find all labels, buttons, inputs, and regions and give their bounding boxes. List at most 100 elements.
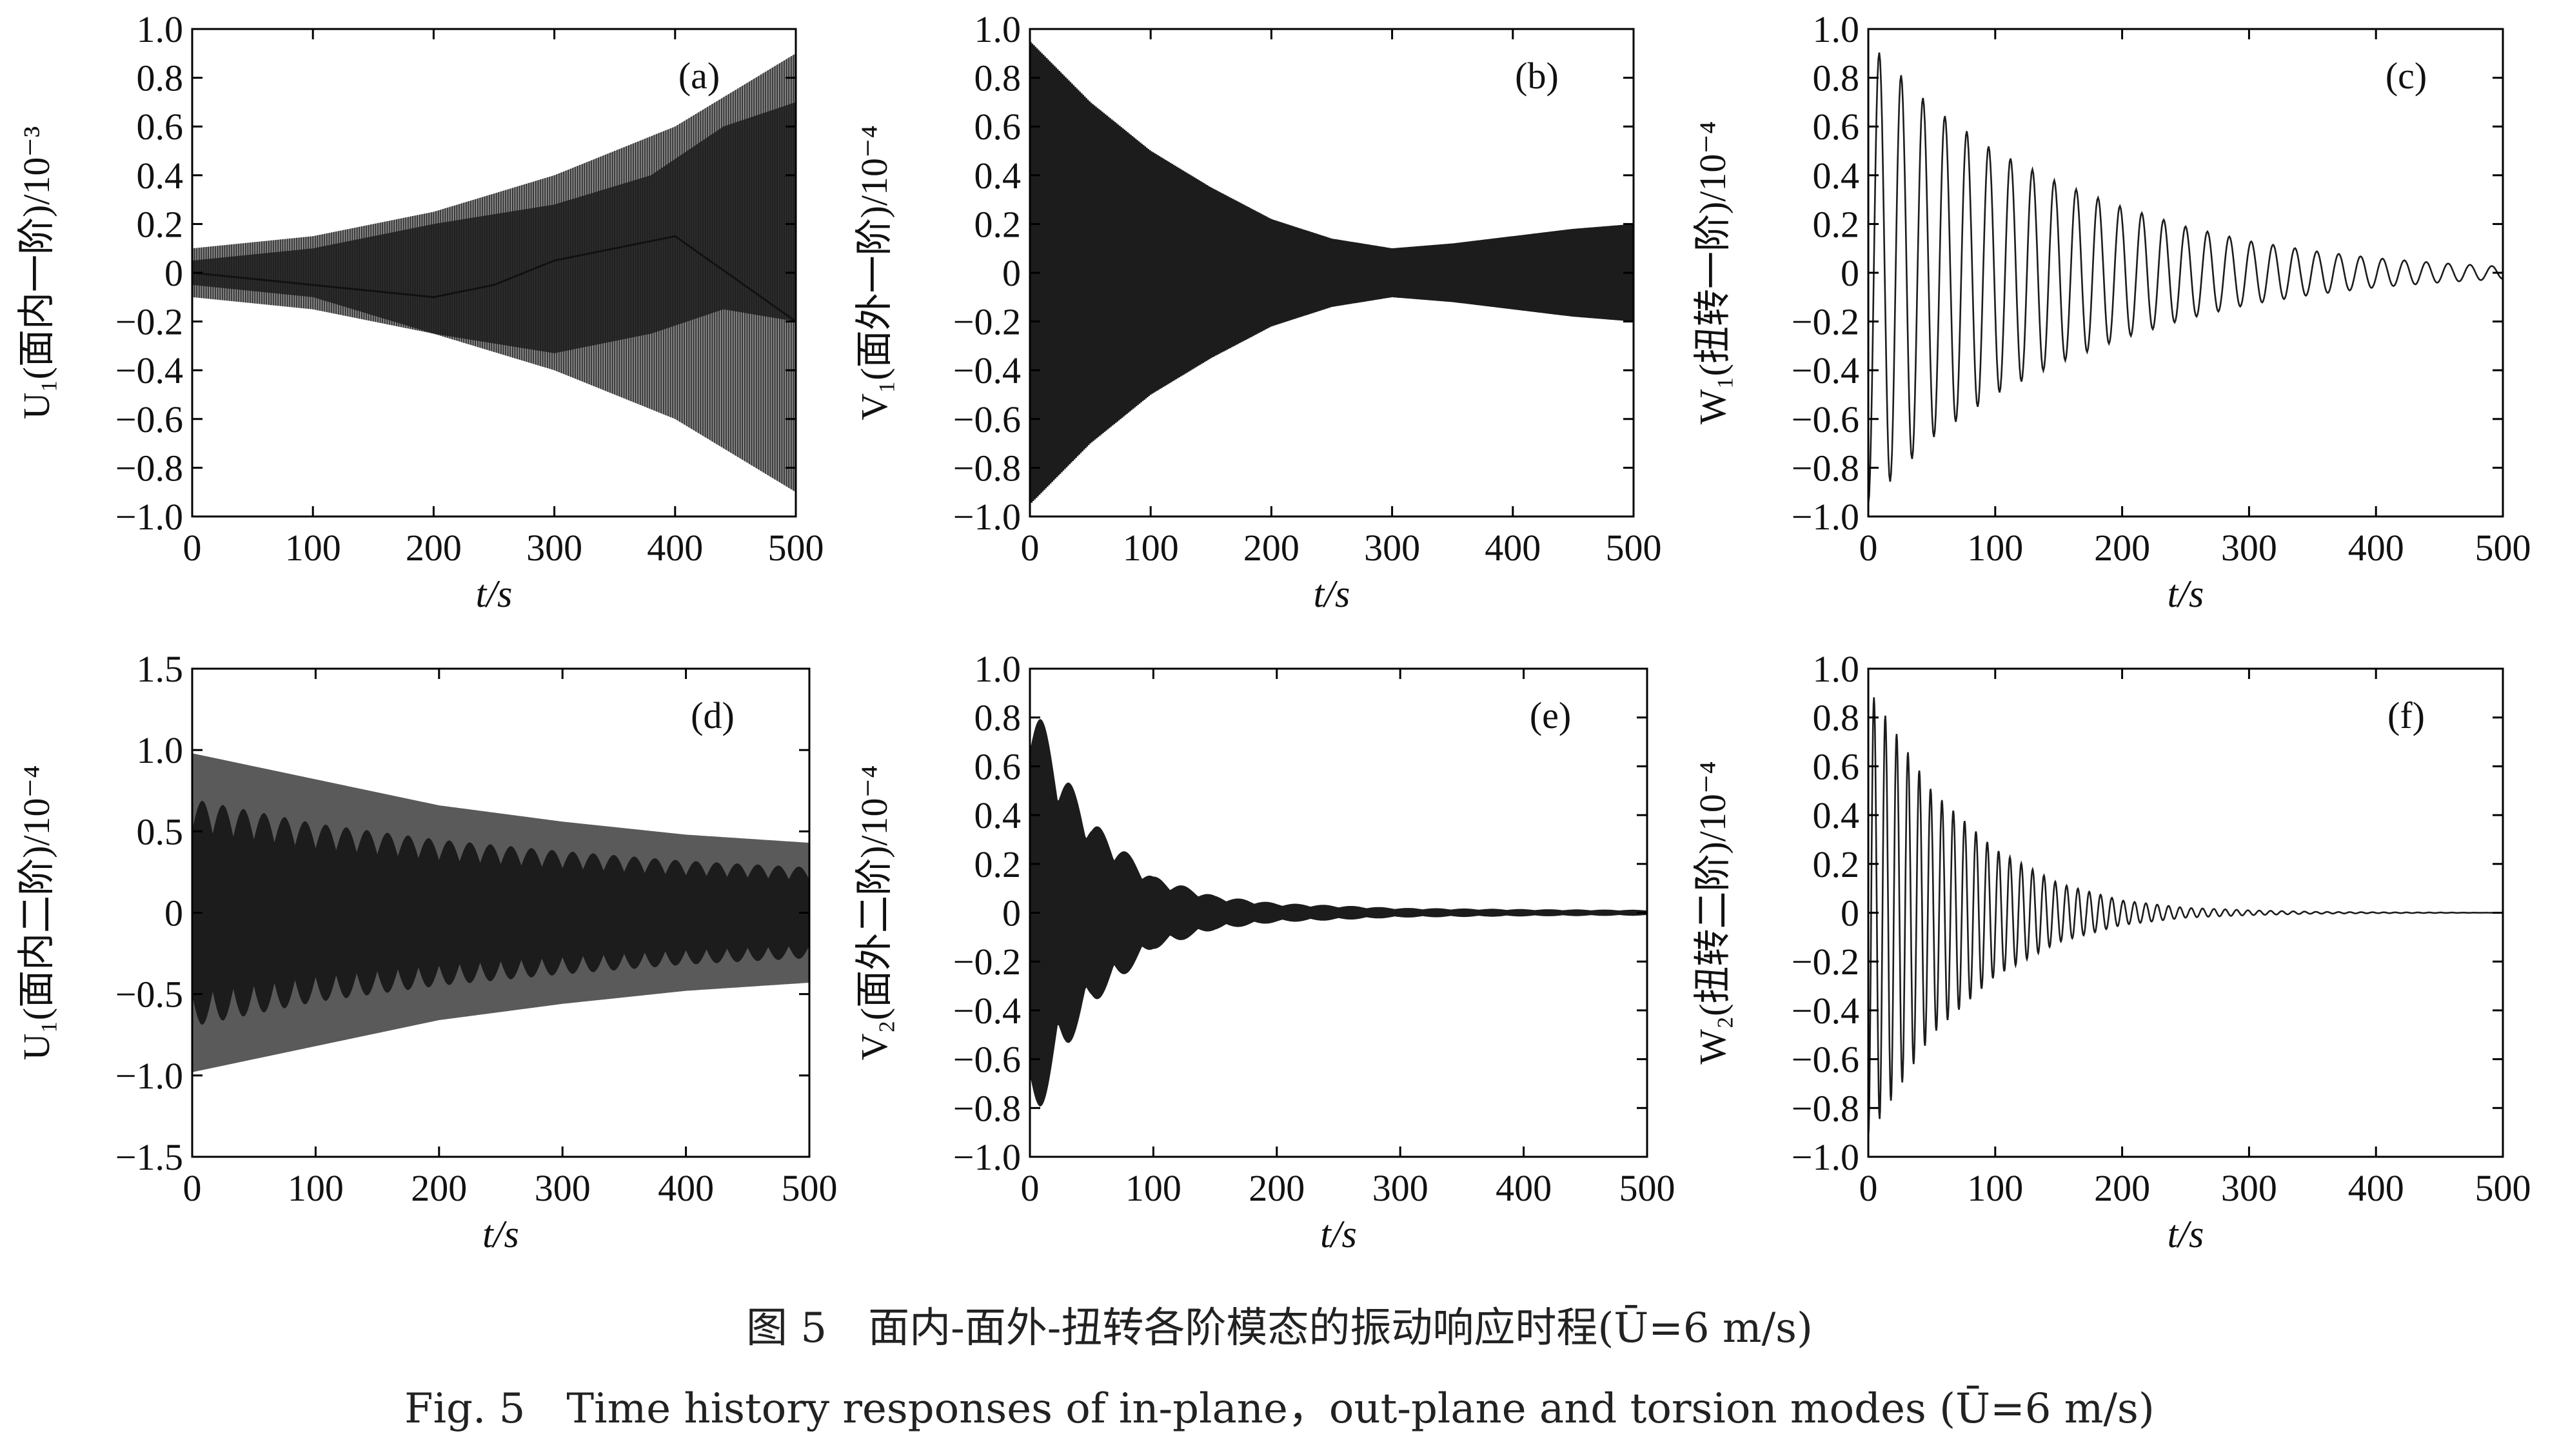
y-axis-label: U₁(面内一阶)/10⁻³ [15, 126, 57, 420]
x-tick-label: 100 [288, 1167, 344, 1209]
y-tick-label: −0.8 [1792, 1087, 1859, 1129]
y-tick-label: −1.0 [115, 1055, 183, 1097]
y-tick-label: 0.2 [1813, 843, 1860, 885]
y-tick-label: 0 [1841, 252, 1859, 294]
y-tick-label: 1.0 [974, 648, 1022, 690]
x-axis-label: t/s [482, 1213, 519, 1255]
x-tick-label: 300 [1372, 1167, 1428, 1209]
series-beat-curve [192, 235, 796, 322]
x-axis-label: t/s [2168, 1213, 2204, 1255]
x-tick-label: 200 [1243, 527, 1299, 569]
y-tick-label: −0.8 [953, 447, 1021, 489]
y-tick-label: 0.4 [974, 155, 1022, 197]
panel-label: (f) [2387, 694, 2425, 736]
y-tick-label: 0.8 [1813, 57, 1860, 99]
x-tick-label: 200 [411, 1167, 467, 1209]
x-tick-label: 500 [2475, 527, 2531, 569]
y-tick-label: 0.2 [974, 843, 1022, 885]
y-tick-label: −0.8 [115, 447, 183, 489]
x-tick-label: 400 [1485, 527, 1541, 569]
y-tick-label: 0 [1002, 892, 1021, 934]
y-tick-label: 0.8 [1813, 697, 1860, 739]
x-tick-label: 400 [2348, 1167, 2404, 1209]
x-tick-label: 400 [647, 527, 703, 569]
y-axis-label: W₁(扭转一阶)/10⁻⁴ [1692, 121, 1734, 425]
series-response [1868, 697, 2503, 1137]
x-tick-label: 300 [2221, 1167, 2277, 1209]
y-tick-label: −0.4 [1792, 349, 1859, 391]
x-axis-label: t/s [1320, 1213, 1357, 1255]
x-tick-label: 500 [782, 1167, 838, 1209]
x-tick-label: 200 [2094, 527, 2150, 569]
plot-area [1868, 697, 2503, 1137]
x-axis-label: t/s [2168, 573, 2204, 615]
y-tick-label: 0 [164, 252, 183, 294]
x-tick-label: 300 [526, 527, 582, 569]
x-tick-label: 300 [2221, 527, 2277, 569]
y-tick-label: −0.2 [953, 301, 1021, 343]
x-tick-label: 100 [1967, 527, 2023, 569]
y-tick-label: 0.6 [974, 745, 1022, 787]
plot-area [1030, 719, 1647, 1107]
x-tick-label: 100 [1125, 1167, 1181, 1209]
x-tick-label: 200 [2094, 1167, 2150, 1209]
x-tick-label: 200 [406, 527, 462, 569]
y-tick-label: −0.6 [953, 398, 1021, 440]
y-tick-label: 0.4 [137, 155, 184, 197]
y-tick-label: 1.0 [137, 8, 184, 50]
y-tick-label: 0 [164, 892, 183, 934]
chart-panel-d: 0 100 200 300 400 500 −1.5 −1.0 −0.5 0 0.5 1.0 1.5 (d… [15, 648, 838, 1255]
y-tick-label: 0 [1002, 252, 1021, 294]
plot-area [192, 753, 809, 1072]
x-tick-label: 0 [183, 1167, 202, 1209]
y-tick-label: 0.6 [1813, 745, 1860, 787]
y-tick-label: 1.0 [1813, 8, 1860, 50]
x-tick-label: 500 [768, 527, 824, 569]
y-tick-label: −0.8 [953, 1087, 1021, 1129]
plot-area [1030, 42, 1634, 505]
y-tick-label: −0.6 [1792, 398, 1859, 440]
plot-area [1868, 52, 2503, 505]
figure-caption-chinese: 图 5 面内-面外-扭转各阶模态的振动响应时程(Ū=6 m/s) [746, 1304, 1813, 1352]
x-tick-label: 400 [1496, 1167, 1552, 1209]
x-tick-label: 0 [183, 527, 202, 569]
x-tick-label: 100 [285, 527, 341, 569]
figure-caption-english: Fig. 5 Time history responses of in-plan… [404, 1385, 2155, 1433]
y-tick-label: −1.0 [1792, 496, 1859, 538]
x-tick-label: 400 [658, 1167, 714, 1209]
x-tick-label: 100 [1967, 1167, 2023, 1209]
y-tick-label: 1.0 [137, 729, 184, 771]
y-tick-label: −1.0 [1792, 1136, 1859, 1178]
y-tick-label: −0.5 [115, 974, 183, 1016]
y-tick-label: −1.5 [115, 1136, 183, 1178]
y-tick-label: −0.2 [953, 941, 1021, 983]
y-tick-label: 0.2 [974, 203, 1022, 245]
panel-label: (c) [2386, 55, 2427, 97]
y-tick-label: −0.2 [115, 301, 183, 343]
x-tick-label: 300 [1364, 527, 1420, 569]
series-response [1030, 42, 1634, 505]
y-tick-label: 1.0 [974, 8, 1022, 50]
y-tick-label: 0.6 [1813, 106, 1860, 148]
y-tick-label: −0.4 [953, 349, 1021, 391]
x-tick-label: 500 [1606, 527, 1662, 569]
x-tick-label: 400 [2348, 527, 2404, 569]
series-inner-band [192, 801, 809, 1025]
y-tick-label: −1.0 [953, 496, 1021, 538]
y-tick-label: −1.0 [953, 1136, 1021, 1178]
panel-label: (e) [1530, 694, 1571, 736]
series-dark-band [192, 102, 796, 353]
y-tick-label: −0.4 [1792, 990, 1859, 1032]
y-tick-label: −0.2 [1792, 301, 1859, 343]
x-axis-label: t/s [476, 573, 513, 615]
x-tick-label: 100 [1123, 527, 1179, 569]
y-tick-label: −1.0 [115, 496, 183, 538]
y-tick-label: 0.8 [974, 697, 1022, 739]
y-axis-label: W₂(扭转二阶)/10⁻⁴ [1692, 761, 1734, 1065]
panel-label: (b) [1515, 55, 1559, 97]
panel-label: (d) [691, 694, 735, 736]
chart-panel-a: 0 100 200 300 400 500 −1.0 −0.8 −0.6 −0.4 −0.2 0 0.2… [15, 8, 824, 615]
y-tick-label: 0.2 [1813, 203, 1860, 245]
x-tick-label: 0 [1021, 1167, 1040, 1209]
